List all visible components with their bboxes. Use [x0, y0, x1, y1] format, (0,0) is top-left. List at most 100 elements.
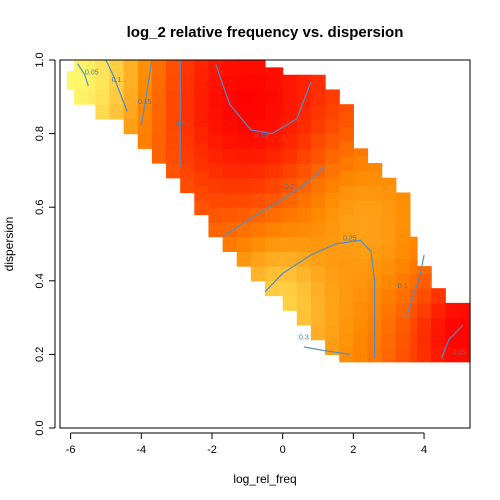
heatmap-cell — [180, 148, 195, 164]
contour-label: 0.2 — [175, 121, 185, 128]
heatmap-cell — [381, 332, 397, 348]
heatmap-cell — [236, 74, 252, 91]
heatmap-cell — [381, 347, 397, 363]
heatmap-cell — [353, 214, 369, 230]
heatmap-cell — [208, 133, 224, 149]
x-tick-label: -6 — [66, 444, 76, 456]
heatmap-cell — [74, 89, 89, 105]
heatmap-cell — [353, 170, 369, 186]
heatmap-cells — [67, 60, 471, 363]
heatmap-cell — [310, 324, 326, 341]
heatmap-cell — [265, 104, 280, 120]
heatmap-cell — [296, 89, 312, 105]
heatmap-cell — [325, 133, 340, 149]
contour-label: 0.1 — [398, 283, 408, 290]
heatmap-cell — [95, 60, 111, 76]
heatmap-cell — [296, 148, 312, 164]
heatmap-cell — [395, 192, 411, 201]
heatmap-cell — [353, 332, 369, 348]
heatmap-cell — [325, 266, 340, 282]
heatmap-cell — [166, 118, 181, 135]
heatmap-cell — [310, 221, 326, 238]
heatmap-cell — [296, 192, 312, 208]
heatmap-cell — [459, 302, 471, 319]
heatmap-cell — [353, 199, 369, 216]
heatmap-cell — [208, 177, 224, 194]
heatmap-cell — [282, 177, 298, 194]
heatmap-cell — [353, 347, 369, 363]
contour-line — [105, 59, 128, 112]
heatmap-cell — [180, 163, 195, 179]
heatmap-cell — [409, 302, 418, 319]
heatmap-cell — [265, 148, 280, 164]
heatmap-cell — [282, 74, 298, 91]
contour-labels: 0.05 0.1 0.15 0.2 0.15 0.2 0.25 0.3 0.1 0.05 — [85, 70, 466, 357]
heatmap-cell — [95, 74, 111, 91]
heatmap-cell — [325, 163, 340, 179]
heatmap-cell — [310, 89, 326, 105]
heatmap-cell — [222, 74, 238, 91]
heatmap-cell — [208, 104, 224, 120]
heatmap-cell — [381, 258, 397, 275]
heatmap-cell — [310, 163, 326, 179]
heatmap-cell — [151, 148, 167, 164]
heatmap-cell — [310, 251, 326, 267]
heatmap-cell — [367, 244, 383, 260]
heatmap-cell — [296, 221, 312, 238]
heatmap-cell — [265, 89, 280, 105]
heatmap-cell — [123, 118, 139, 135]
heatmap-cell — [325, 221, 340, 238]
heatmap-cell — [194, 67, 210, 83]
heatmap-cell — [222, 177, 238, 194]
heatmap-cell — [95, 89, 111, 105]
heatmap-cell — [339, 244, 354, 260]
heatmap-cell — [236, 236, 252, 252]
heatmap-cell — [325, 89, 340, 105]
heatmap-cell — [339, 347, 354, 363]
heatmap-cell — [208, 89, 224, 105]
heatmap-cell — [279, 177, 284, 194]
heatmap-cell — [208, 207, 224, 223]
heatmap-cell — [88, 89, 96, 105]
heatmap-cell — [250, 192, 266, 208]
heatmap-cell — [194, 96, 210, 113]
contour-label: 0.1 — [112, 77, 122, 84]
heatmap-cell — [166, 163, 181, 179]
heatmap-cell — [279, 221, 284, 238]
heatmap-cell — [137, 89, 153, 105]
heatmap-cell — [296, 74, 312, 91]
heatmap-cell — [296, 118, 312, 135]
heatmap-cell — [296, 133, 312, 149]
heatmap-cell — [339, 288, 354, 304]
heatmap-cell — [325, 177, 340, 194]
heatmap-cell — [445, 347, 460, 363]
heatmap-cell — [222, 236, 238, 252]
heatmap-cell — [137, 104, 153, 120]
heatmap-cell — [339, 104, 354, 113]
heatmap-cell — [381, 229, 397, 245]
heatmap-cell — [194, 199, 210, 216]
heatmap-cell — [137, 74, 153, 91]
heatmap-cell — [279, 148, 284, 164]
heatmap-cell — [222, 207, 238, 223]
heatmap-cell — [325, 236, 340, 252]
heatmap-cell — [236, 192, 252, 208]
heatmap-cell — [416, 266, 432, 275]
heatmap-cell — [296, 280, 312, 297]
y-tick-label: 1.0 — [34, 52, 46, 67]
heatmap-cell — [250, 207, 266, 223]
heatmap-cell — [325, 207, 340, 223]
heatmap-cell — [353, 273, 369, 289]
contour-line — [222, 166, 326, 238]
heatmap-cell — [180, 60, 195, 76]
heatmap-cell — [282, 221, 298, 238]
heatmap-cell — [250, 74, 266, 91]
y-axis-label: dispersion — [2, 217, 16, 272]
heatmap-cell — [310, 104, 326, 120]
heatmap-cell — [409, 244, 418, 260]
heatmap-cell — [310, 74, 326, 91]
heatmap-cell — [282, 280, 298, 297]
heatmap-cell — [222, 148, 238, 164]
heatmap-cell — [325, 104, 340, 120]
heatmap-cell — [194, 126, 210, 142]
